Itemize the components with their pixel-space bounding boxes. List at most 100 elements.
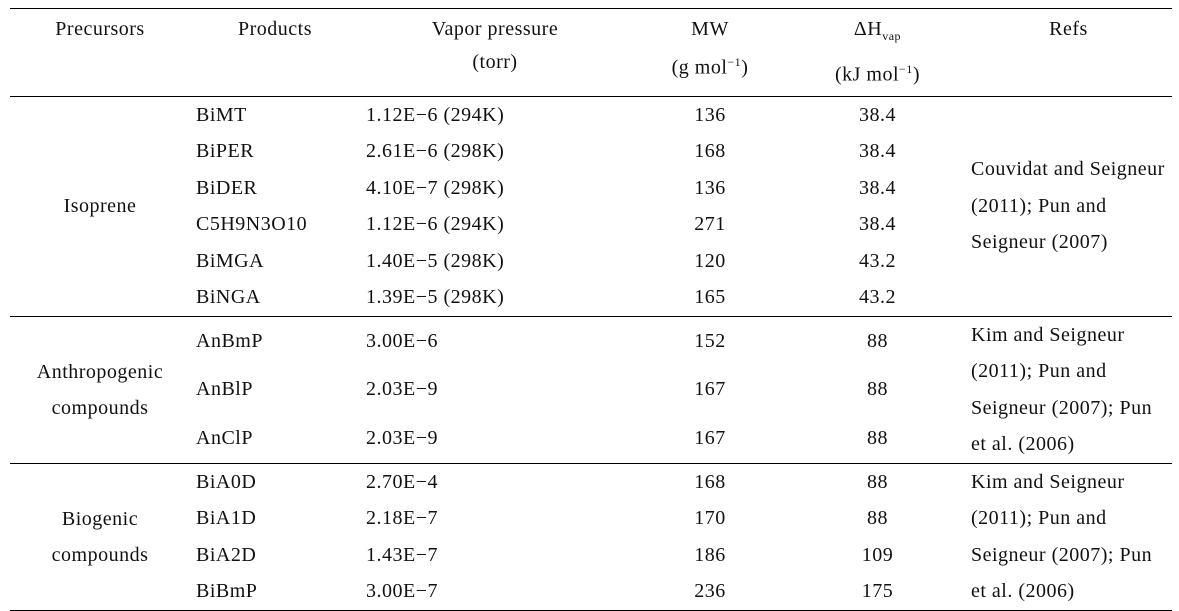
table-cell: BiA1D [196, 507, 257, 530]
header-line: Precursors [16, 13, 184, 46]
table-row: BiA1D 2.18E−7 170 88 [10, 500, 1172, 537]
table-cell: 167 [694, 378, 726, 401]
header-text: Vapor pressure [431, 18, 559, 40]
table-cell: 88 [790, 462, 965, 501]
table-cell: 2.03E−9 [366, 378, 438, 401]
table-cell: 168 [694, 140, 726, 163]
table-cell: 1.43E−7 [366, 543, 438, 566]
table-cell: 175 [790, 573, 965, 611]
table-row: BiA2D 1.43E−7 186 109 [10, 537, 1172, 574]
data-table: Precursors Products Vapor pressure (torr) MW… [10, 8, 1172, 611]
column-header: Products [190, 8, 360, 97]
table-cell: 2.61E−6 (298K) [366, 140, 505, 163]
table-cell: 271 [694, 213, 726, 236]
header-line: (kJ mol−1) [796, 53, 959, 92]
table-cell: 152 [630, 315, 790, 366]
table-row: C5H9N3O10 1.12E−6 (294K) 271 38.4 [10, 206, 1172, 243]
table-cell: 4.10E−7 (298K) [366, 176, 505, 199]
table-cell: 136 [694, 176, 726, 199]
header-text: −1 [899, 62, 913, 76]
table-row: BiNGA 1.39E−5 (298K) 165 43.2 [10, 279, 1172, 316]
column-header: Precursors [10, 8, 190, 97]
header-text: Precursors [55, 18, 145, 40]
column-header: ΔHvap (kJ mol−1) [790, 8, 965, 97]
table-cell: 2.70E−4 [360, 462, 630, 501]
table-cell: 186 [694, 543, 726, 566]
table-body: Isoprene BiMT 1.12E−6 (294K) 136 38.4 Couvida… [10, 95, 1172, 611]
table-row: BiDER 4.10E−7 (298K) 136 38.4 [10, 170, 1172, 207]
table-row: BiMGA 1.40E−5 (298K) 120 43.2 [10, 243, 1172, 280]
table-cell: BiBmP [190, 573, 360, 611]
table-header: Precursors Products Vapor pressure (torr) MW… [10, 8, 1172, 97]
table-cell: 88 [790, 315, 965, 366]
precursor-cell: Isoprene [10, 95, 190, 317]
table-cell: 1.39E−5 (298K) [366, 286, 505, 309]
table-row: BiPER 2.61E−6 (298K) 168 38.4 [10, 133, 1172, 170]
refs-cell: Kim and Seigneur (2011); Pun and Seigneu… [965, 462, 1172, 611]
table-cell: 38.4 [859, 213, 896, 236]
header-text: ΔH [853, 18, 883, 40]
header-line: Vapor pressure [366, 13, 624, 46]
table-cell: BiMT [190, 95, 360, 134]
table-cell: BiNGA [196, 286, 261, 309]
table-cell: 120 [694, 249, 726, 272]
table-cell: 236 [630, 573, 790, 611]
header-text: (kJ mol [834, 63, 900, 86]
refs-cell: Kim and Seigneur (2011); Pun and Seigneu… [965, 315, 1172, 464]
table-cell: 3.00E−7 [360, 573, 630, 611]
table-row: Biogenic compounds BiA0D 2.70E−4 168 88 Kim a… [10, 462, 1172, 611]
header-text: Refs [1049, 18, 1088, 40]
header-text: Products [238, 18, 312, 40]
table-row: AnBlP 2.03E−9 167 88 [10, 365, 1172, 414]
header-text: ) [741, 56, 749, 79]
table-cell: 38.4 [790, 95, 965, 134]
table-row: Isoprene BiMT 1.12E−6 (294K) 136 38.4 Couvida… [10, 95, 1172, 317]
header-text: −1 [727, 55, 742, 69]
table-cell: C5H9N3O10 [196, 213, 308, 236]
header-line: ΔHvap [796, 13, 959, 53]
header-text: (torr) [472, 51, 518, 73]
table-cell: 38.4 [859, 176, 896, 199]
table-cell: 136 [630, 95, 790, 134]
header-line: (g mol−1) [636, 46, 784, 85]
precursor-cell: Biogenic compounds [10, 462, 190, 611]
table-cell: BiDER [196, 176, 258, 199]
table-cell: AnBmP [190, 315, 360, 366]
table-cell: AnBlP [196, 378, 253, 401]
precursor-cell: Anthropogenic compounds [10, 315, 190, 464]
table-cell: 43.2 [859, 249, 896, 272]
header-text: MW [691, 18, 729, 40]
table-cell: 1.12E−6 (294K) [360, 95, 630, 134]
table-cell: 2.03E−9 [366, 427, 438, 450]
table-row: Anthropogenic compounds AnBmP 3.00E−6 152 88… [10, 315, 1172, 464]
table-cell: 88 [867, 507, 888, 530]
table-cell: BiMGA [196, 249, 265, 272]
table-cell: AnClP [196, 427, 253, 450]
header-text: vap [882, 29, 902, 43]
header-text: (g mol [671, 56, 728, 79]
table-cell: BiA2D [196, 543, 257, 566]
table-row: AnClP 2.03E−9 167 88 [10, 414, 1172, 463]
table-cell: 88 [867, 427, 888, 450]
header-text: ) [912, 63, 920, 86]
table-cell: 168 [630, 462, 790, 501]
table-cell: 88 [867, 378, 888, 401]
header-line: (torr) [366, 46, 624, 79]
column-header: Refs [965, 8, 1172, 97]
table-cell: 165 [694, 286, 726, 309]
table-cell: BiPER [196, 140, 255, 163]
table-cell: 3.00E−6 [360, 315, 630, 366]
refs-cell: Couvidat and Seigneur (2011); Pun and Se… [965, 95, 1172, 317]
column-header: Vapor pressure (torr) [360, 8, 630, 97]
table-cell: 170 [694, 507, 726, 530]
header-line: Refs [971, 13, 1166, 46]
table-cell: 43.2 [859, 286, 896, 309]
header-row: Precursors Products Vapor pressure (torr) MW… [10, 8, 1172, 97]
table-cell: 1.12E−6 (294K) [366, 213, 505, 236]
table-cell: 2.18E−7 [366, 507, 438, 530]
column-header: MW (g mol−1) [630, 8, 790, 97]
table-cell: BiA0D [190, 462, 360, 501]
table-cell: 1.40E−5 (298K) [366, 249, 505, 272]
table-cell: 38.4 [859, 140, 896, 163]
